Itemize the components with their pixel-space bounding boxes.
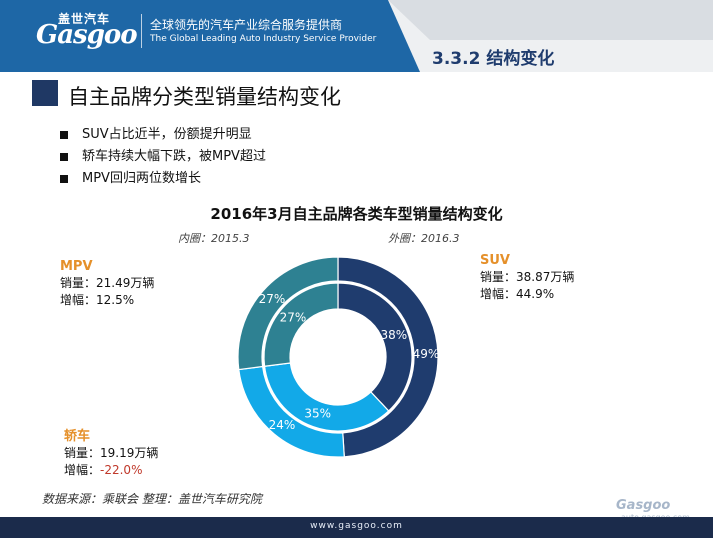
data-source: 数据来源：乘联会 整理：盖世汽车研究院	[42, 492, 262, 506]
outer-slice-suv	[337, 256, 439, 458]
outer-slice-sedan	[238, 365, 345, 458]
bullet-item: MPV回归两位数增长	[60, 168, 266, 190]
bullet-square-icon	[60, 153, 68, 161]
outer-label-sedan: 24%	[269, 418, 296, 432]
chart-title: 2016年3月自主品牌各类车型销量结构变化	[210, 205, 503, 223]
sales-label: 销量：	[60, 276, 97, 290]
logo-cn: 盖世汽车	[58, 12, 111, 26]
bullet-square-icon	[60, 175, 68, 183]
tagline-en: The Global Leading Auto Industry Service…	[150, 34, 377, 44]
annotation-mpv: MPV 销量：21.49万辆 增幅：12.5%	[60, 258, 154, 309]
header-banner-shape	[0, 0, 713, 72]
bullet-item: 轿车持续大幅下跌，被MPV超过	[60, 146, 266, 168]
bullet-item: SUV占比近半，份额提升明显	[60, 124, 266, 146]
inner-slice-mpv	[263, 282, 339, 367]
bullet-text: MPV回归两位数增长	[82, 171, 201, 186]
sales-value: 19.19万辆	[100, 446, 159, 460]
bullet-text: SUV占比近半，份额提升明显	[82, 127, 252, 142]
section-number: 3.3.2 结构变化	[432, 49, 555, 69]
inner-label-sedan: 35%	[304, 406, 331, 420]
growth-label: 增幅：	[480, 287, 517, 301]
outer-ring-label: 外圈：2016.3	[388, 232, 460, 245]
annotation-title: 轿车	[64, 429, 91, 444]
annotation-title: SUV	[480, 253, 510, 268]
footer-url: www.gasgoo.com	[310, 521, 403, 531]
inner-label-suv: 38%	[380, 328, 407, 342]
slide-title: 自主品牌分类型销量结构变化	[68, 85, 341, 109]
growth-value: -22.0%	[100, 463, 143, 477]
outer-slice-mpv	[237, 256, 339, 371]
tagline-cn: 全球领先的汽车产业综合服务提供商	[150, 18, 343, 32]
annotation-sedan: 轿车 销量：19.19万辆 增幅：-22.0%	[64, 428, 158, 479]
sales-value: 38.87万辆	[516, 270, 575, 284]
outer-label-suv: 49%	[413, 347, 440, 361]
outer-label-mpv: 27%	[259, 292, 286, 306]
watermark-logo: Gasgoo	[616, 498, 671, 513]
growth-label: 增幅：	[60, 293, 97, 307]
growth-value: 44.9%	[516, 287, 555, 301]
footer-bar	[0, 517, 713, 538]
growth-label: 增幅：	[64, 463, 101, 477]
annotation-suv: SUV 销量：38.87万辆 增幅：44.9%	[480, 252, 574, 303]
inner-ring-label: 内圈：2015.3	[178, 232, 250, 245]
gasgoo-logo: Gasgoo	[36, 20, 138, 50]
bullet-square-icon	[60, 131, 68, 139]
inner-slice-suv	[337, 282, 413, 412]
title-marker	[32, 80, 58, 106]
growth-value: 12.5%	[96, 293, 135, 307]
annotation-title: MPV	[60, 259, 93, 274]
bullet-text: 轿车持续大幅下跌，被MPV超过	[82, 149, 266, 164]
header-banner: 盖世汽车 Gasgoo 全球领先的汽车产业综合服务提供商 The Global …	[0, 0, 713, 72]
sales-value: 21.49万辆	[96, 276, 155, 290]
inner-label-mpv: 27%	[280, 310, 307, 324]
bullet-list: SUV占比近半，份额提升明显 轿车持续大幅下跌，被MPV超过 MPV回归两位数增…	[60, 124, 266, 190]
inner-slice-sedan	[263, 362, 390, 432]
logo-divider	[141, 14, 142, 48]
sales-label: 销量：	[480, 270, 517, 284]
sales-label: 销量：	[64, 446, 101, 460]
